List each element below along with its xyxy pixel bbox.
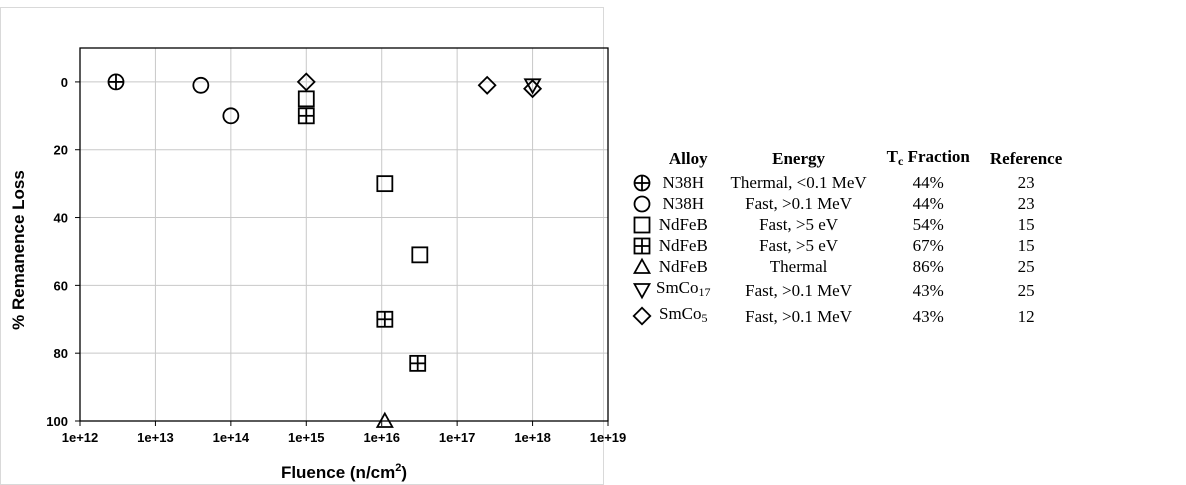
circle-marker-icon bbox=[633, 195, 651, 212]
data-point-circle bbox=[222, 107, 240, 125]
legend-alloy: N38H bbox=[662, 173, 705, 192]
data-point-circle bbox=[192, 76, 210, 94]
legend-tc-fraction: 67% bbox=[912, 236, 944, 255]
legend-energy: Fast, >5 eV bbox=[759, 236, 839, 255]
x-tick-label: 1e+12 bbox=[62, 430, 99, 445]
x-tick-label: 1e+18 bbox=[514, 430, 551, 445]
legend-reference: 25 bbox=[1017, 257, 1035, 276]
legend-header-reference: Reference bbox=[989, 149, 1063, 168]
x-tick-label: 1e+13 bbox=[137, 430, 174, 445]
legend-alloy: N38H bbox=[662, 194, 705, 213]
x-tick-label: 1e+16 bbox=[363, 430, 400, 445]
legend-row: N38H Thermal, <0.1 MeV 44% 23 bbox=[630, 172, 1072, 193]
legend-reference: 23 bbox=[1017, 173, 1035, 192]
legend-tc-fraction: 44% bbox=[912, 173, 944, 192]
data-point-square-plus bbox=[297, 107, 315, 125]
legend-symbol bbox=[630, 303, 656, 329]
x-tick-label: 1e+17 bbox=[439, 430, 476, 445]
y-tick-label: 20 bbox=[54, 143, 68, 158]
legend-row: NdFeB Fast, >5 eV 54% 15 bbox=[630, 214, 1072, 235]
diamond-marker-icon bbox=[632, 306, 652, 326]
x-tick-label: 1e+15 bbox=[288, 430, 325, 445]
legend-row: N38H Fast, >0.1 MeV 44% 23 bbox=[630, 193, 1072, 214]
legend-row: SmCo5 Fast, >0.1 MeV 43% 12 bbox=[630, 303, 1072, 329]
data-points bbox=[107, 72, 543, 428]
y-axis-title: % Remanence Loss bbox=[9, 170, 28, 330]
legend-tc-fraction: 44% bbox=[912, 194, 944, 213]
gridlines bbox=[80, 48, 608, 421]
data-point-diamond bbox=[477, 75, 497, 95]
legend-header-row: Alloy Energy Tc Fraction Reference bbox=[630, 146, 1072, 172]
legend-header-symbol bbox=[630, 146, 656, 172]
legend-energy: Fast, >5 eV bbox=[759, 215, 839, 234]
triangle-up-marker-icon bbox=[632, 257, 652, 274]
x-tick-label: 1e+19 bbox=[590, 430, 627, 445]
legend-row: NdFeB Thermal 86% 25 bbox=[630, 256, 1072, 277]
data-point-square bbox=[376, 175, 394, 193]
y-tick-label: 40 bbox=[54, 211, 68, 226]
data-point-diamond bbox=[296, 72, 316, 92]
legend-symbol bbox=[630, 193, 656, 214]
legend-reference: 15 bbox=[1017, 236, 1035, 255]
legend-reference: 15 bbox=[1017, 215, 1035, 234]
legend-header-alloy: Alloy bbox=[668, 149, 708, 168]
legend-tc-fraction: 54% bbox=[912, 215, 944, 234]
legend-tc-fraction: 86% bbox=[912, 257, 944, 276]
legend-energy: Thermal bbox=[769, 257, 828, 276]
legend-reference: 25 bbox=[1017, 280, 1035, 300]
y-tick-label: 100 bbox=[46, 414, 68, 429]
data-point-square-plus bbox=[409, 354, 427, 372]
legend-tc-fraction: 43% bbox=[912, 306, 944, 326]
legend-header-tc-fraction: Tc Fraction bbox=[886, 147, 970, 168]
legend-reference: 23 bbox=[1017, 194, 1035, 213]
data-point-circle-plus bbox=[107, 73, 125, 91]
legend-alloy: NdFeB bbox=[658, 236, 708, 255]
legend-symbol bbox=[630, 235, 656, 256]
data-point-triangle-up bbox=[375, 411, 394, 428]
axis-ticks bbox=[75, 81, 609, 426]
data-point-diamond bbox=[523, 79, 543, 99]
legend-row: NdFeB Fast, >5 eV 67% 15 bbox=[630, 235, 1072, 256]
legend-reference: 12 bbox=[1017, 306, 1035, 326]
x-axis-title: Fluence (n/cm2) bbox=[281, 462, 407, 482]
square-plus-marker-icon bbox=[633, 237, 651, 254]
y-tick-label: 0 bbox=[61, 75, 68, 90]
data-point-square-plus bbox=[376, 310, 394, 328]
data-point-square bbox=[411, 246, 429, 264]
legend-energy: Fast, >0.1 MeV bbox=[745, 280, 853, 300]
y-axis-tick-labels: 0 20 40 60 80 100 bbox=[46, 75, 68, 429]
legend-row: SmCo17 Fast, >0.1 MeV 43% 25 bbox=[630, 277, 1072, 303]
triangle-down-marker-icon bbox=[632, 283, 652, 300]
y-tick-label: 80 bbox=[54, 346, 68, 361]
legend-alloy: SmCo17 bbox=[656, 278, 711, 299]
legend-symbol bbox=[630, 277, 656, 303]
y-tick-label: 60 bbox=[54, 278, 68, 293]
legend-header-energy: Energy bbox=[772, 149, 826, 168]
x-axis-tick-labels: 1e+12 1e+13 1e+14 1e+15 1e+16 1e+17 1e+18 1e+19 bbox=[62, 430, 627, 445]
square-marker-icon bbox=[633, 216, 651, 233]
legend-rows: N38H Thermal, <0.1 MeV 44% 23 N38H Fast, >0.1… bbox=[630, 172, 1072, 329]
legend-energy: Fast, >0.1 MeV bbox=[745, 194, 853, 213]
legend-symbol bbox=[630, 214, 656, 235]
legend-table: Alloy Energy Tc Fraction Reference N38H T… bbox=[630, 146, 1072, 329]
x-tick-label: 1e+14 bbox=[213, 430, 250, 445]
legend-alloy: NdFeB bbox=[658, 257, 708, 276]
legend-alloy: NdFeB bbox=[658, 215, 708, 234]
legend-tc-fraction: 43% bbox=[912, 280, 944, 300]
legend-energy: Fast, >0.1 MeV bbox=[745, 306, 853, 326]
legend-symbol bbox=[630, 256, 656, 277]
circle-plus-marker-icon bbox=[633, 174, 651, 191]
legend-energy: Thermal, <0.1 MeV bbox=[730, 173, 867, 192]
scatter-chart: 1e+12 1e+13 1e+14 1e+15 1e+16 1e+17 1e+18 1e+19… bbox=[0, 7, 627, 485]
legend-symbol bbox=[630, 172, 656, 193]
legend-alloy: SmCo5 bbox=[659, 304, 708, 325]
plot-area-frame bbox=[79, 47, 609, 422]
